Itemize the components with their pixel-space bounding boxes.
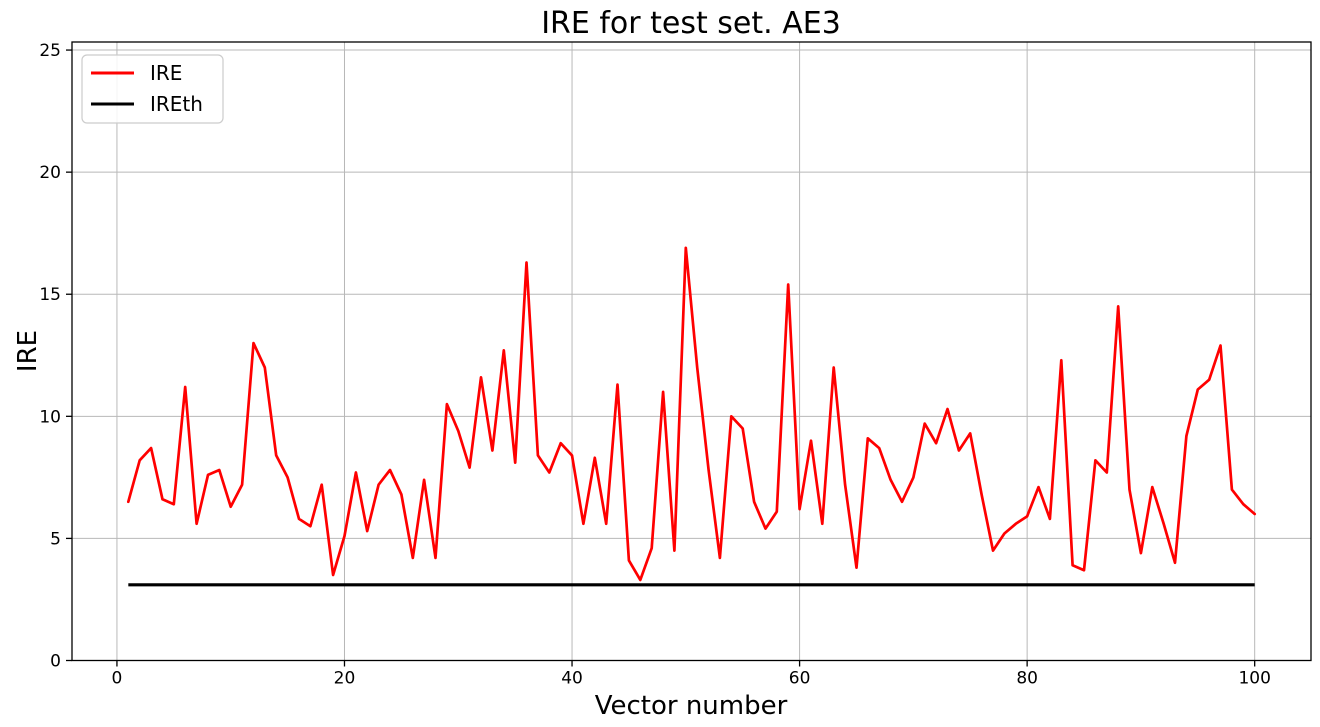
x-tick-label: 60 <box>789 669 811 689</box>
x-tick-label: 40 <box>561 669 583 689</box>
x-tick-label: 80 <box>1016 669 1038 689</box>
y-tick-label: 5 <box>50 529 61 549</box>
axis-ticks: 0 20 40 60 80 100 0 5 10 15 20 25 <box>39 41 1271 688</box>
legend: IRE IREth <box>81 54 224 124</box>
y-tick-label: 15 <box>39 285 61 305</box>
y-tick-label: 0 <box>50 652 61 672</box>
x-tick-label: 0 <box>112 669 123 689</box>
x-tick-label: 100 <box>1238 669 1270 689</box>
y-tick-label: 20 <box>39 163 61 183</box>
chart-title: IRE for test set. AE3 <box>541 6 841 41</box>
y-tick-label: 25 <box>39 41 61 61</box>
data-series <box>126 246 1257 587</box>
x-tick-label: 20 <box>334 669 356 689</box>
x-axis-label: Vector number <box>595 691 788 721</box>
y-axis-label: IRE <box>13 330 43 372</box>
axes-box <box>71 41 1312 662</box>
ire-data-line <box>126 246 1257 582</box>
legend-label-ire: IRE <box>150 61 182 85</box>
legend-label-ireth: IREth <box>150 92 203 116</box>
y-tick-label: 10 <box>39 407 61 427</box>
